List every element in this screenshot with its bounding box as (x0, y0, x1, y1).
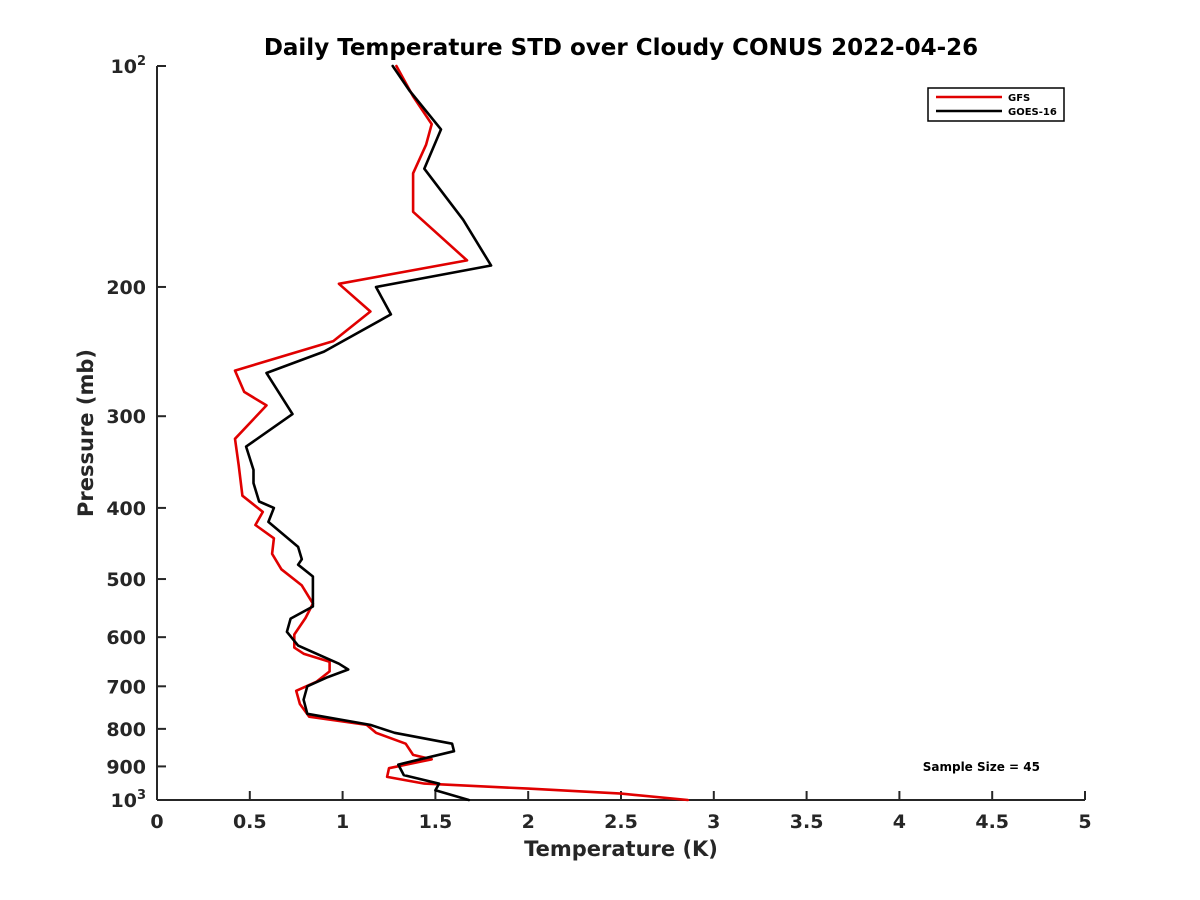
y-tick-label: 400 (106, 498, 146, 520)
series-line-goes-16 (244, 64, 493, 802)
sample-size-annotation: Sample Size = 45 (923, 760, 1040, 774)
y-tick-label: 600 (106, 627, 146, 649)
y-axis-label: Pressure (mb) (74, 349, 98, 517)
y-tick-label: 700 (106, 676, 146, 698)
x-tick-label: 1 (336, 811, 349, 833)
y-tick-exponent: 3 (137, 788, 146, 803)
x-axis-label: Temperature (K) (524, 837, 718, 861)
legend: GFS GOES-16 (927, 87, 1065, 122)
y-tick-label: 900 (106, 756, 146, 778)
x-tick-label: 5 (1078, 811, 1091, 833)
x-tick-label: 3 (707, 811, 720, 833)
x-tick-label: 2 (522, 811, 535, 833)
y-tick-label: 300 (106, 406, 146, 428)
x-tick-label: 2.5 (604, 811, 638, 833)
legend-label-gfs: GFS (1008, 93, 1030, 104)
y-tick-exponent: 2 (137, 54, 146, 69)
x-tick-label: 0 (150, 811, 163, 833)
x-tick-label: 4 (893, 811, 906, 833)
series-line-gfs (233, 64, 690, 802)
y-tick-label: 200 (106, 277, 146, 299)
chart-title: Daily Temperature STD over Cloudy CONUS … (264, 35, 978, 61)
x-tick-label: 1.5 (419, 811, 453, 833)
data-series (233, 64, 690, 802)
x-tick-label: 4.5 (975, 811, 1009, 833)
y-tick-label: 800 (106, 719, 146, 741)
x-tick-label: 0.5 (233, 811, 267, 833)
legend-label-goes-16: GOES-16 (1008, 107, 1057, 118)
axes: 0 0.5 1 1.5 2 2.5 3 3.5 4 4.5 51022003004005006007… (106, 54, 1091, 833)
legend-box (927, 87, 1065, 122)
x-tick-label: 3.5 (790, 811, 824, 833)
y-tick-label: 500 (106, 569, 146, 591)
